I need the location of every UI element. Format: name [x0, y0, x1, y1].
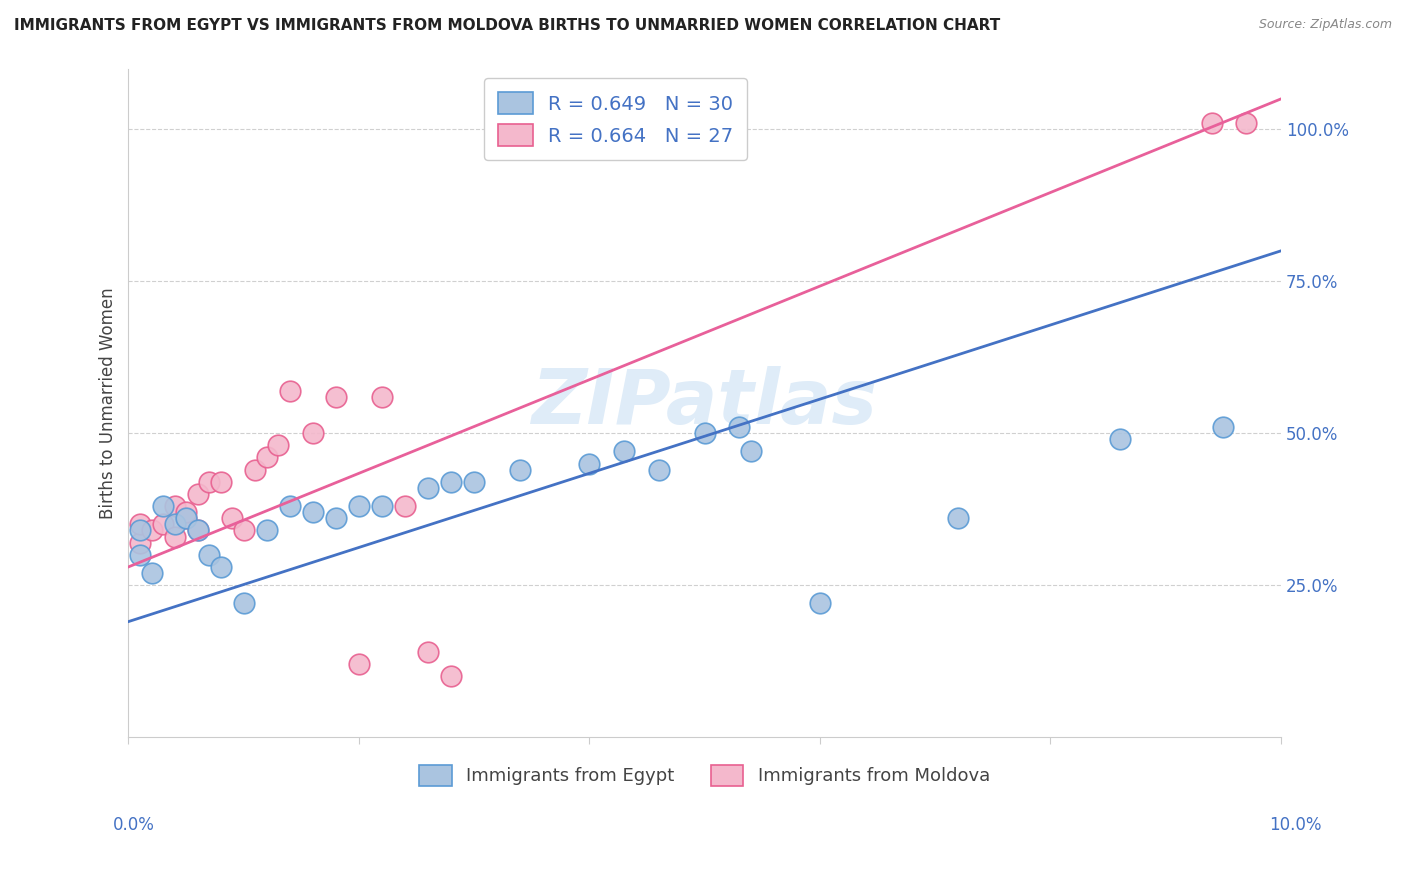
Point	[152, 517, 174, 532]
Point	[129, 548, 152, 562]
Point	[129, 524, 152, 538]
Point	[278, 499, 301, 513]
Point	[267, 438, 290, 452]
Point	[1201, 116, 1223, 130]
Text: Source: ZipAtlas.com: Source: ZipAtlas.com	[1258, 18, 1392, 31]
Point	[325, 390, 347, 404]
Point	[232, 524, 254, 538]
Point	[256, 450, 278, 465]
Text: 10.0%: 10.0%	[1270, 816, 1322, 834]
Point	[808, 596, 831, 610]
Point	[347, 657, 370, 672]
Point	[325, 511, 347, 525]
Point	[1212, 420, 1234, 434]
Point	[578, 457, 600, 471]
Point	[129, 517, 152, 532]
Text: 0.0%: 0.0%	[112, 816, 155, 834]
Point	[209, 475, 232, 489]
Point	[1108, 432, 1130, 446]
Point	[693, 426, 716, 441]
Point	[613, 444, 636, 458]
Point	[209, 560, 232, 574]
Point	[256, 524, 278, 538]
Point	[728, 420, 751, 434]
Text: IMMIGRANTS FROM EGYPT VS IMMIGRANTS FROM MOLDOVA BIRTHS TO UNMARRIED WOMEN CORRE: IMMIGRANTS FROM EGYPT VS IMMIGRANTS FROM…	[14, 18, 1000, 33]
Point	[141, 566, 163, 580]
Point	[509, 463, 531, 477]
Point	[371, 390, 394, 404]
Point	[129, 535, 152, 549]
Point	[163, 499, 186, 513]
Point	[187, 487, 209, 501]
Point	[163, 529, 186, 543]
Point	[152, 499, 174, 513]
Point	[948, 511, 970, 525]
Point	[416, 645, 439, 659]
Legend: Immigrants from Egypt, Immigrants from Moldova: Immigrants from Egypt, Immigrants from M…	[411, 756, 1000, 795]
Point	[221, 511, 243, 525]
Point	[440, 669, 463, 683]
Point	[394, 499, 416, 513]
Point	[174, 511, 197, 525]
Point	[302, 426, 325, 441]
Point	[347, 499, 370, 513]
Point	[141, 524, 163, 538]
Point	[440, 475, 463, 489]
Point	[163, 517, 186, 532]
Point	[278, 384, 301, 398]
Point	[198, 548, 221, 562]
Point	[187, 524, 209, 538]
Point	[198, 475, 221, 489]
Point	[302, 505, 325, 519]
Point	[416, 481, 439, 495]
Text: ZIPatlas: ZIPatlas	[531, 366, 877, 440]
Point	[174, 505, 197, 519]
Point	[232, 596, 254, 610]
Point	[740, 444, 762, 458]
Point	[245, 463, 267, 477]
Point	[187, 524, 209, 538]
Point	[174, 511, 197, 525]
Point	[1234, 116, 1257, 130]
Point	[463, 475, 485, 489]
Y-axis label: Births to Unmarried Women: Births to Unmarried Women	[100, 287, 117, 518]
Point	[371, 499, 394, 513]
Point	[647, 463, 669, 477]
